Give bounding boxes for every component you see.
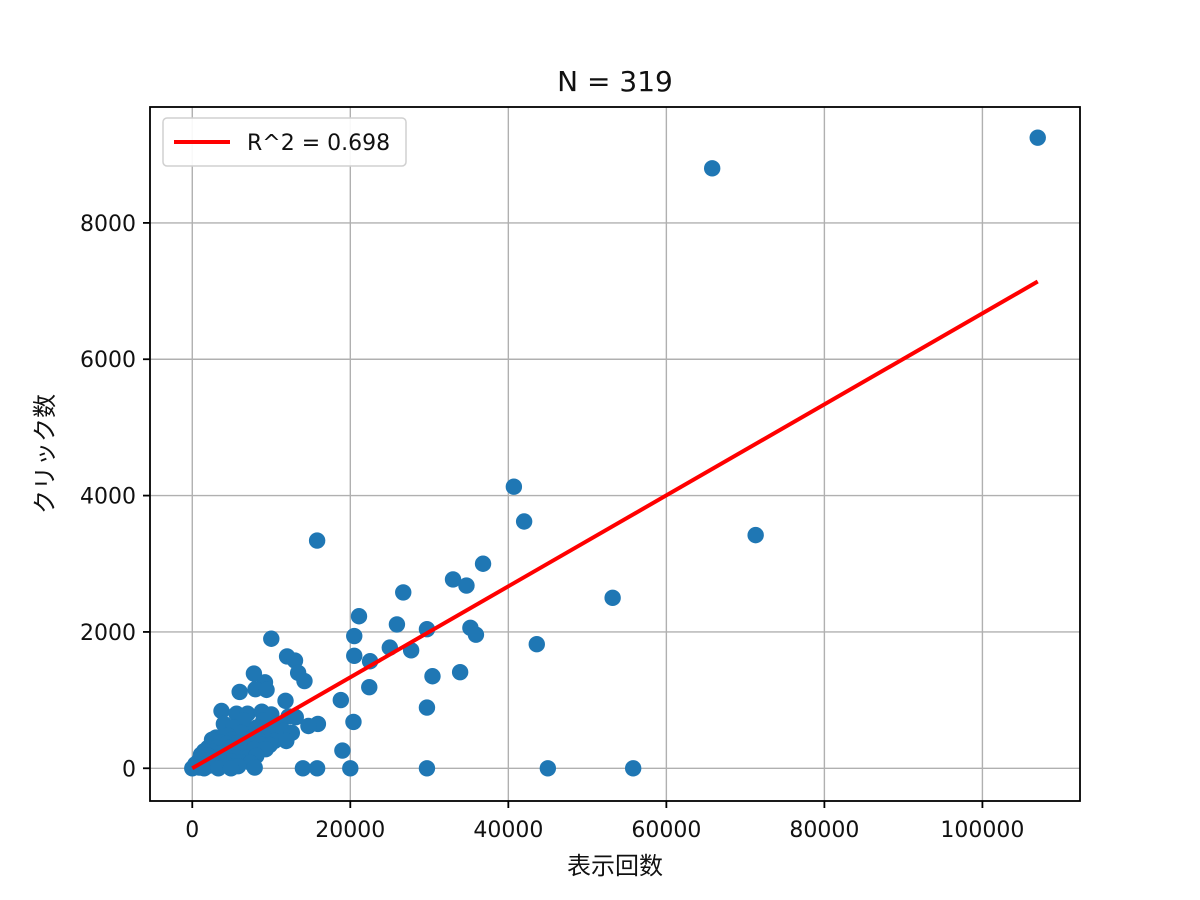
y-axis-label: クリック数 xyxy=(31,394,59,514)
scatter-point xyxy=(245,665,263,682)
scatter-point xyxy=(703,160,721,177)
scatter-point xyxy=(424,668,441,685)
x-axis-label: 表示回数 xyxy=(567,852,663,880)
scatter-point xyxy=(515,513,533,530)
scatter-point xyxy=(346,647,363,664)
scatter-point xyxy=(210,760,227,777)
scatter-point xyxy=(747,526,764,544)
scatter-point xyxy=(345,713,362,731)
scatter-point xyxy=(294,760,312,777)
scatter-point xyxy=(308,532,326,549)
scatter-point xyxy=(213,702,230,720)
points-layer xyxy=(184,129,1046,777)
tick-layer: 0 20000 40000 60000 80000 100000 0 2000 4000 6000… xyxy=(80,212,1024,843)
scatter-point xyxy=(395,584,412,601)
legend-label: R^2 = 0.698 xyxy=(247,131,390,156)
fit-line-layer xyxy=(191,279,1039,771)
y-tick-label: 2000 xyxy=(80,621,136,646)
scatter-point xyxy=(346,627,363,645)
scatter-point xyxy=(332,691,350,709)
scatter-point xyxy=(246,759,263,776)
scatter-point xyxy=(350,608,368,625)
scatter-point xyxy=(286,652,304,669)
scatter-point xyxy=(296,672,313,690)
scatter-point xyxy=(263,630,280,647)
x-tick-label: 60000 xyxy=(631,818,701,843)
scatter-point xyxy=(418,760,436,777)
y-tick-label: 6000 xyxy=(80,348,136,373)
chart-title: N = 319 xyxy=(557,65,673,98)
y-tick-label: 0 xyxy=(122,757,136,782)
scatter-point xyxy=(458,577,475,594)
grid-layer xyxy=(150,107,1080,801)
legend-box xyxy=(162,117,407,167)
scatter-point xyxy=(222,760,240,777)
scatter-point xyxy=(474,555,492,572)
scatter-point xyxy=(334,742,351,759)
scatter-point xyxy=(505,478,523,495)
scatter-point xyxy=(278,732,295,750)
y-tick-label: 8000 xyxy=(80,212,136,237)
x-tick-label: 100000 xyxy=(940,818,1024,843)
scatter-point xyxy=(528,636,545,653)
legend: R^2 = 0.698 xyxy=(162,117,407,167)
scatter-point xyxy=(388,616,406,633)
scatter-point xyxy=(361,678,378,696)
plot-frame xyxy=(149,106,1081,802)
x-tick-label: 0 xyxy=(185,818,199,843)
scatter-point xyxy=(1029,129,1046,146)
scatter-point xyxy=(231,683,248,701)
scatter-point xyxy=(300,717,317,735)
axis-frame-layer xyxy=(149,106,1081,802)
scatter-point xyxy=(624,760,642,777)
scatter-point xyxy=(444,571,462,588)
x-tick-label: 80000 xyxy=(789,818,859,843)
scatter-point xyxy=(539,760,557,777)
scatter-point xyxy=(418,699,436,716)
scatter-point xyxy=(277,692,294,709)
y-tick-label: 4000 xyxy=(80,485,136,510)
scatter-point xyxy=(467,626,485,643)
scatter-point xyxy=(308,760,326,777)
scatter-point xyxy=(342,760,359,777)
scatter-point xyxy=(258,681,275,699)
scatter-point xyxy=(604,589,621,607)
x-tick-label: 20000 xyxy=(315,818,385,843)
x-tick-label: 40000 xyxy=(473,818,543,843)
scatter-point xyxy=(451,663,469,681)
regression-line xyxy=(191,279,1039,771)
